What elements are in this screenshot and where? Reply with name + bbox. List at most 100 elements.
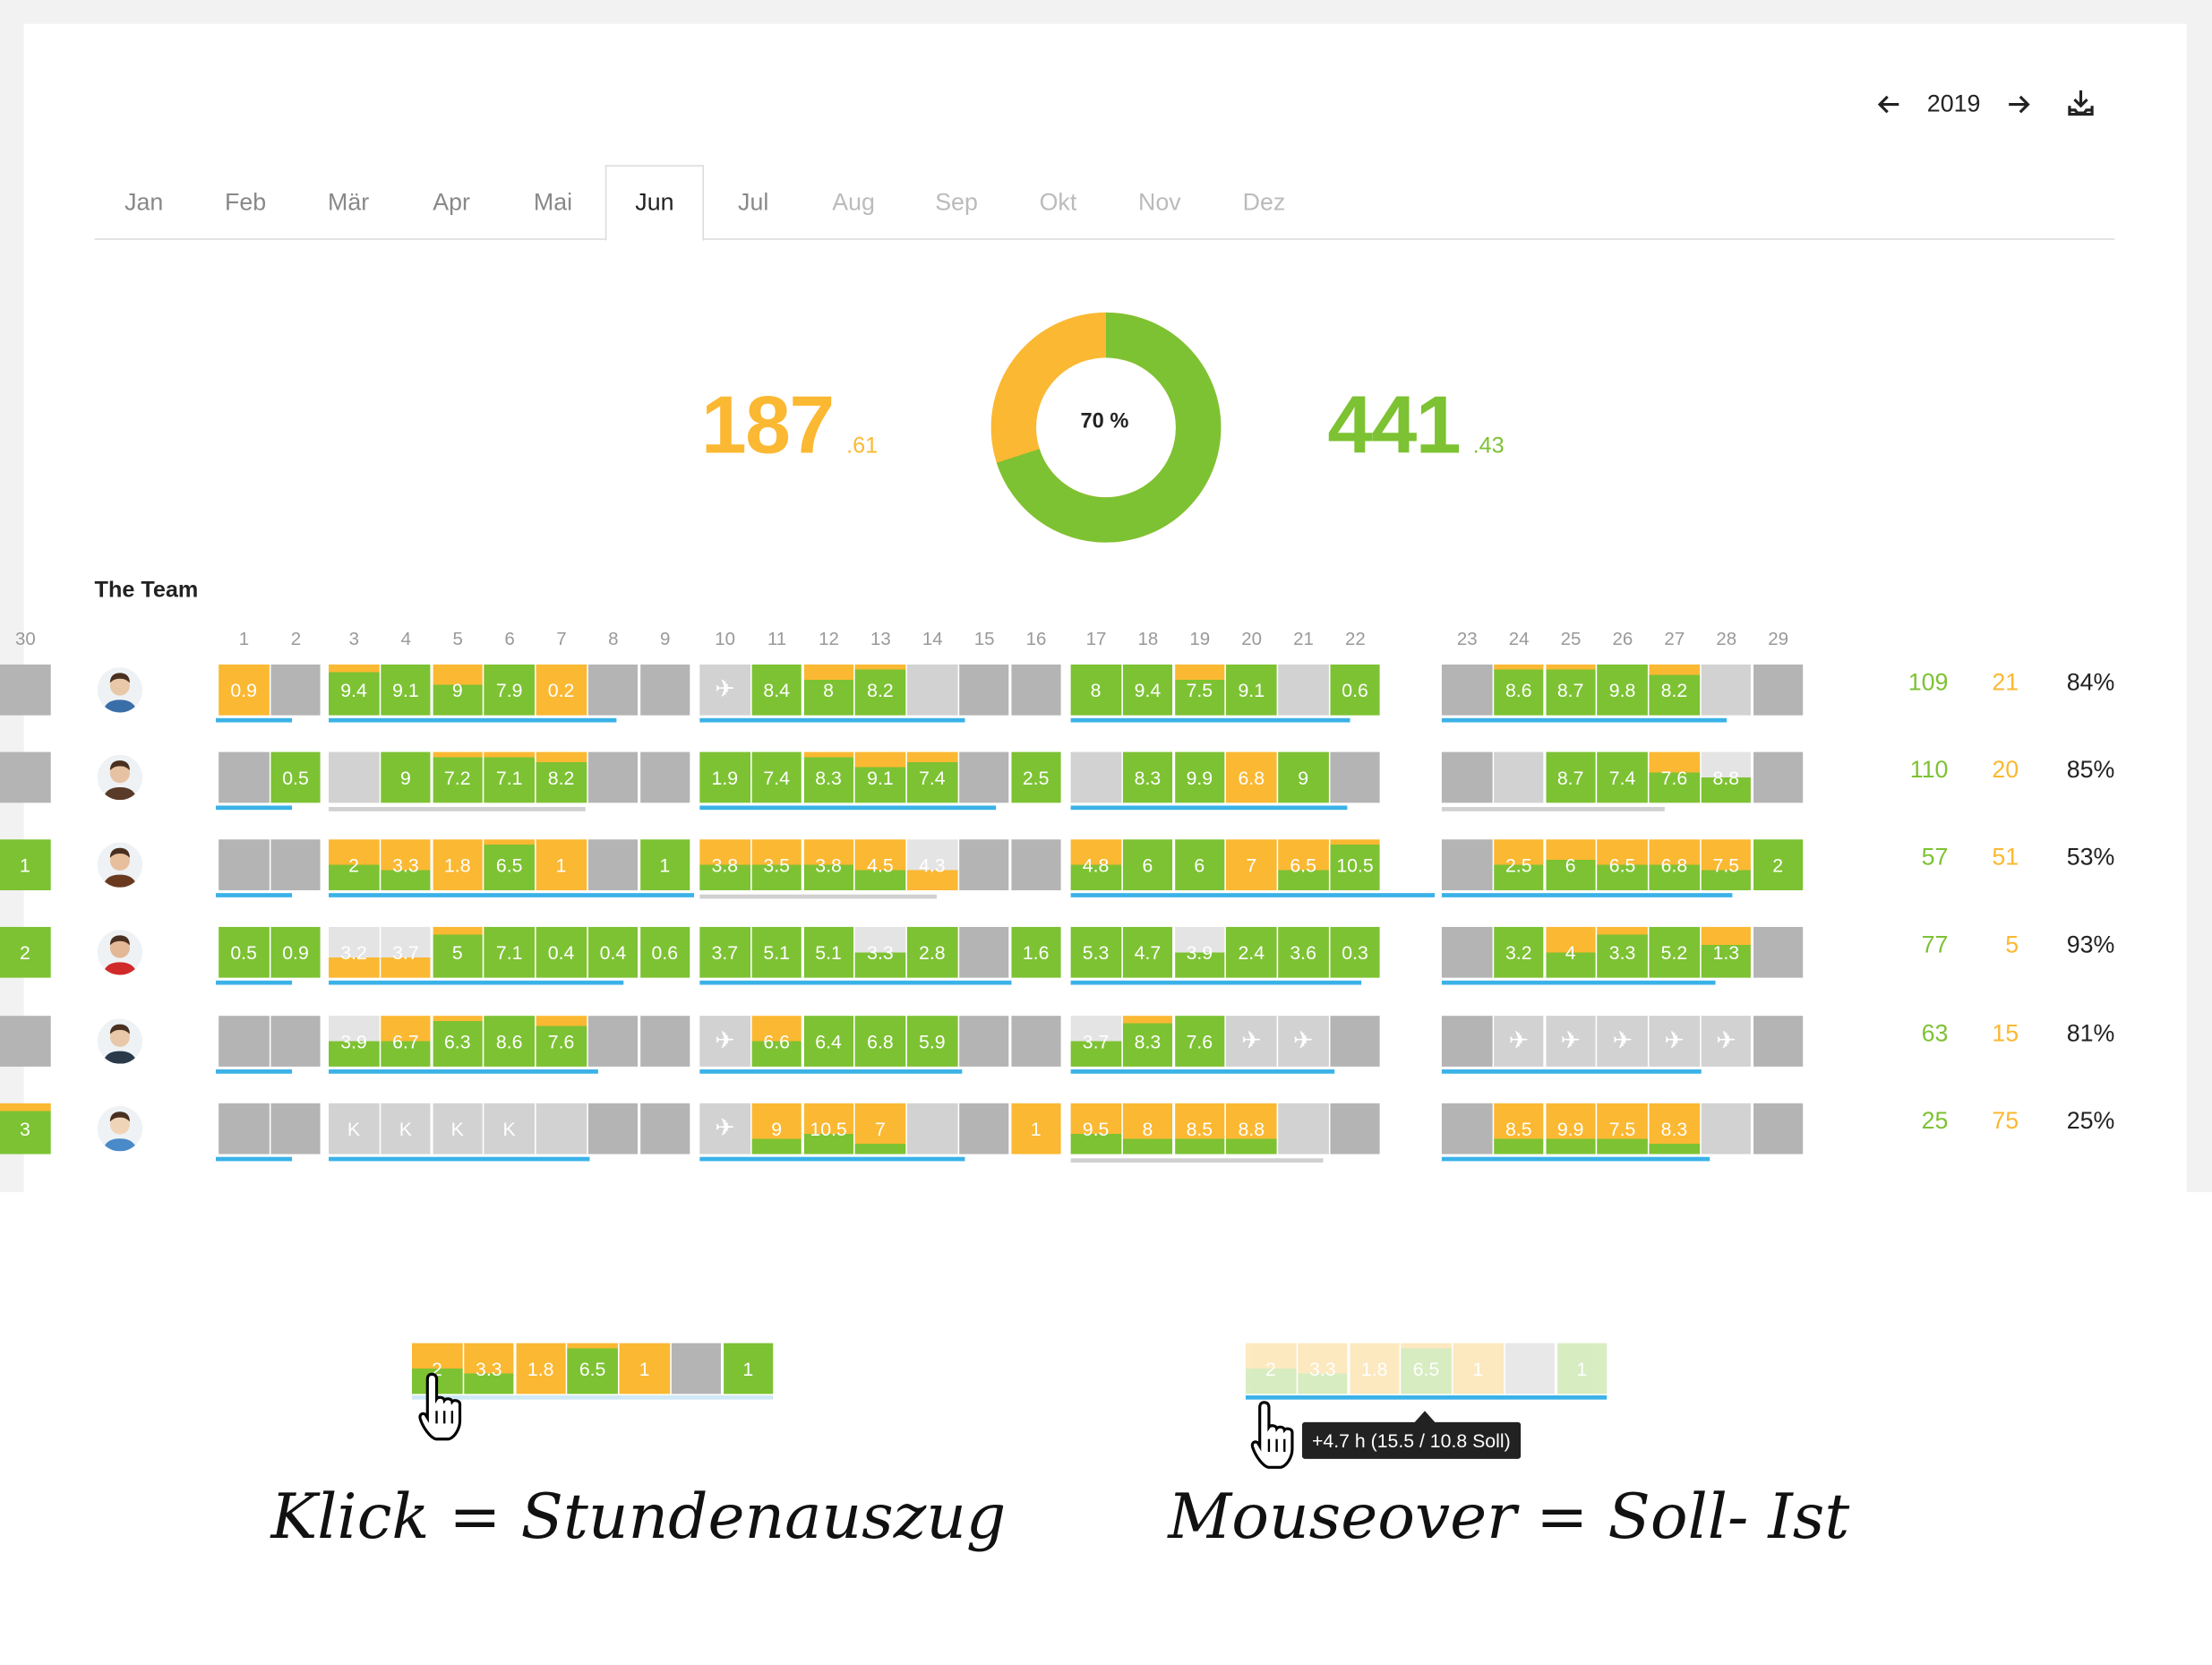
empty-day-cell[interactable] [0,1016,50,1067]
day-hours-cell[interactable]: 6 [1545,839,1596,890]
empty-day-cell[interactable] [1493,751,1544,803]
day-hours-cell[interactable]: 5.9 [906,1016,957,1067]
day-hours-cell[interactable]: 6.5 [567,1343,618,1395]
day-hours-cell[interactable]: 7.5 [1174,664,1225,716]
empty-day-cell[interactable] [1753,1016,1804,1067]
day-hours-cell[interactable]: 2 [329,839,379,890]
day-hours-cell[interactable]: 7.1 [484,926,535,978]
day-hours-cell[interactable]: K [432,1103,483,1154]
day-hours-cell[interactable]: 2 [1245,1343,1296,1395]
empty-day-cell[interactable] [906,664,957,716]
day-hours-cell[interactable]: 5.3 [1070,926,1121,978]
empty-day-cell[interactable] [587,1103,639,1154]
empty-day-cell[interactable] [0,664,50,716]
day-hours-cell[interactable]: 0.4 [536,926,587,978]
day-hours-cell[interactable]: 1 [1556,1343,1608,1395]
day-hours-cell[interactable]: 0.2 [536,664,587,716]
day-hours-cell[interactable]: 7 [854,1103,905,1154]
day-hours-cell[interactable]: 9.1 [1226,664,1277,716]
day-hours-cell[interactable]: 4.5 [854,839,905,890]
day-hours-cell[interactable]: 1.8 [432,839,483,890]
day-hours-cell[interactable]: 8.3 [1122,1016,1173,1067]
day-hours-cell[interactable]: 9 [1278,751,1329,803]
empty-day-cell[interactable] [1441,1016,1492,1067]
vacation-day-cell[interactable]: ✈ [1493,1016,1544,1067]
day-hours-cell[interactable]: 4.3 [906,839,957,890]
avatar[interactable] [97,842,143,888]
avatar[interactable] [97,754,143,801]
empty-day-cell[interactable] [1010,839,1061,890]
empty-day-cell[interactable] [958,1103,1009,1154]
day-hours-cell[interactable]: 9.9 [1174,751,1225,803]
empty-day-cell[interactable] [906,1103,957,1154]
empty-day-cell[interactable] [587,839,639,890]
day-hours-cell[interactable]: 2.5 [1493,839,1544,890]
day-hours-cell[interactable]: 0.3 [1330,926,1380,978]
day-hours-cell[interactable]: 6.3 [432,1016,483,1067]
day-hours-cell[interactable]: 6.5 [1401,1343,1452,1395]
empty-day-cell[interactable] [270,1016,321,1067]
vacation-day-cell[interactable]: ✈ [1278,1016,1329,1067]
day-hours-cell[interactable]: 9 [380,751,431,803]
vacation-day-cell[interactable]: ✈ [699,1103,750,1154]
empty-day-cell[interactable] [639,664,690,716]
empty-day-cell[interactable] [1441,664,1492,716]
tab-month-6[interactable]: Jun [604,165,705,242]
day-hours-cell[interactable]: 0.9 [270,926,321,978]
tab-month-8[interactable]: Aug [832,188,875,216]
day-hours-cell[interactable]: 0.5 [219,926,270,978]
day-hours-cell[interactable]: 7.2 [432,751,483,803]
day-hours-cell[interactable]: 8.4 [751,664,802,716]
tab-month-11[interactable]: Nov [1138,188,1181,216]
day-hours-cell[interactable]: 7.9 [484,664,535,716]
empty-day-cell[interactable] [1278,1103,1329,1154]
empty-day-cell[interactable] [639,751,690,803]
empty-day-cell[interactable] [958,926,1009,978]
day-hours-cell[interactable]: 3.9 [1174,926,1225,978]
day-hours-cell[interactable]: 3.5 [751,839,802,890]
empty-day-cell[interactable] [219,751,270,803]
day-hours-cell[interactable]: 4 [1545,926,1596,978]
empty-day-cell[interactable] [958,839,1009,890]
day-hours-cell[interactable]: 8 [1122,1103,1173,1154]
day-hours-cell[interactable]: 1 [536,839,587,890]
day-hours-cell[interactable]: 3.7 [1070,1016,1121,1067]
day-hours-cell[interactable]: 6.8 [1226,751,1277,803]
vacation-day-cell[interactable]: ✈ [699,1016,750,1067]
day-hours-cell[interactable]: 8.8 [1226,1103,1277,1154]
day-hours-cell[interactable]: 3.2 [329,926,379,978]
tab-month-4[interactable]: Apr [433,188,470,216]
empty-day-cell[interactable] [1330,1016,1380,1067]
vacation-day-cell[interactable]: ✈ [1649,1016,1700,1067]
day-hours-cell[interactable]: 9.1 [380,664,431,716]
empty-day-cell[interactable] [958,664,1009,716]
day-hours-cell[interactable]: 10.5 [1330,839,1380,890]
day-hours-cell[interactable]: 9.8 [1597,664,1648,716]
download-button[interactable] [2065,88,2096,119]
day-hours-cell[interactable]: 1 [1453,1343,1504,1395]
day-hours-cell[interactable]: 8.3 [1122,751,1173,803]
day-hours-cell[interactable]: 9.1 [854,751,905,803]
day-hours-cell[interactable]: 8.8 [1701,751,1752,803]
empty-day-cell[interactable] [587,664,639,716]
empty-day-cell[interactable] [1441,926,1492,978]
tab-month-3[interactable]: Mär [328,188,370,216]
day-hours-cell[interactable]: 7.6 [1649,751,1700,803]
day-hours-cell[interactable]: 3 [0,1103,50,1154]
day-hours-cell[interactable]: 2.5 [1010,751,1061,803]
day-hours-cell[interactable]: 9 [751,1103,802,1154]
day-hours-cell[interactable]: 7.1 [484,751,535,803]
day-hours-cell[interactable]: 1 [1010,1103,1061,1154]
tab-month-7[interactable]: Jul [738,188,769,216]
tab-month-12[interactable]: Dez [1242,188,1286,216]
empty-day-cell[interactable] [587,751,639,803]
empty-day-cell[interactable] [1701,664,1752,716]
day-hours-cell[interactable]: 3.3 [1297,1343,1348,1395]
day-hours-cell[interactable]: 2 [0,926,50,978]
day-hours-cell[interactable]: 2 [1753,839,1804,890]
empty-day-cell[interactable] [270,839,321,890]
empty-day-cell[interactable] [1441,1103,1492,1154]
empty-day-cell[interactable] [329,751,379,803]
day-hours-cell[interactable]: 5.2 [1649,926,1700,978]
day-hours-cell[interactable]: 3.3 [854,926,905,978]
